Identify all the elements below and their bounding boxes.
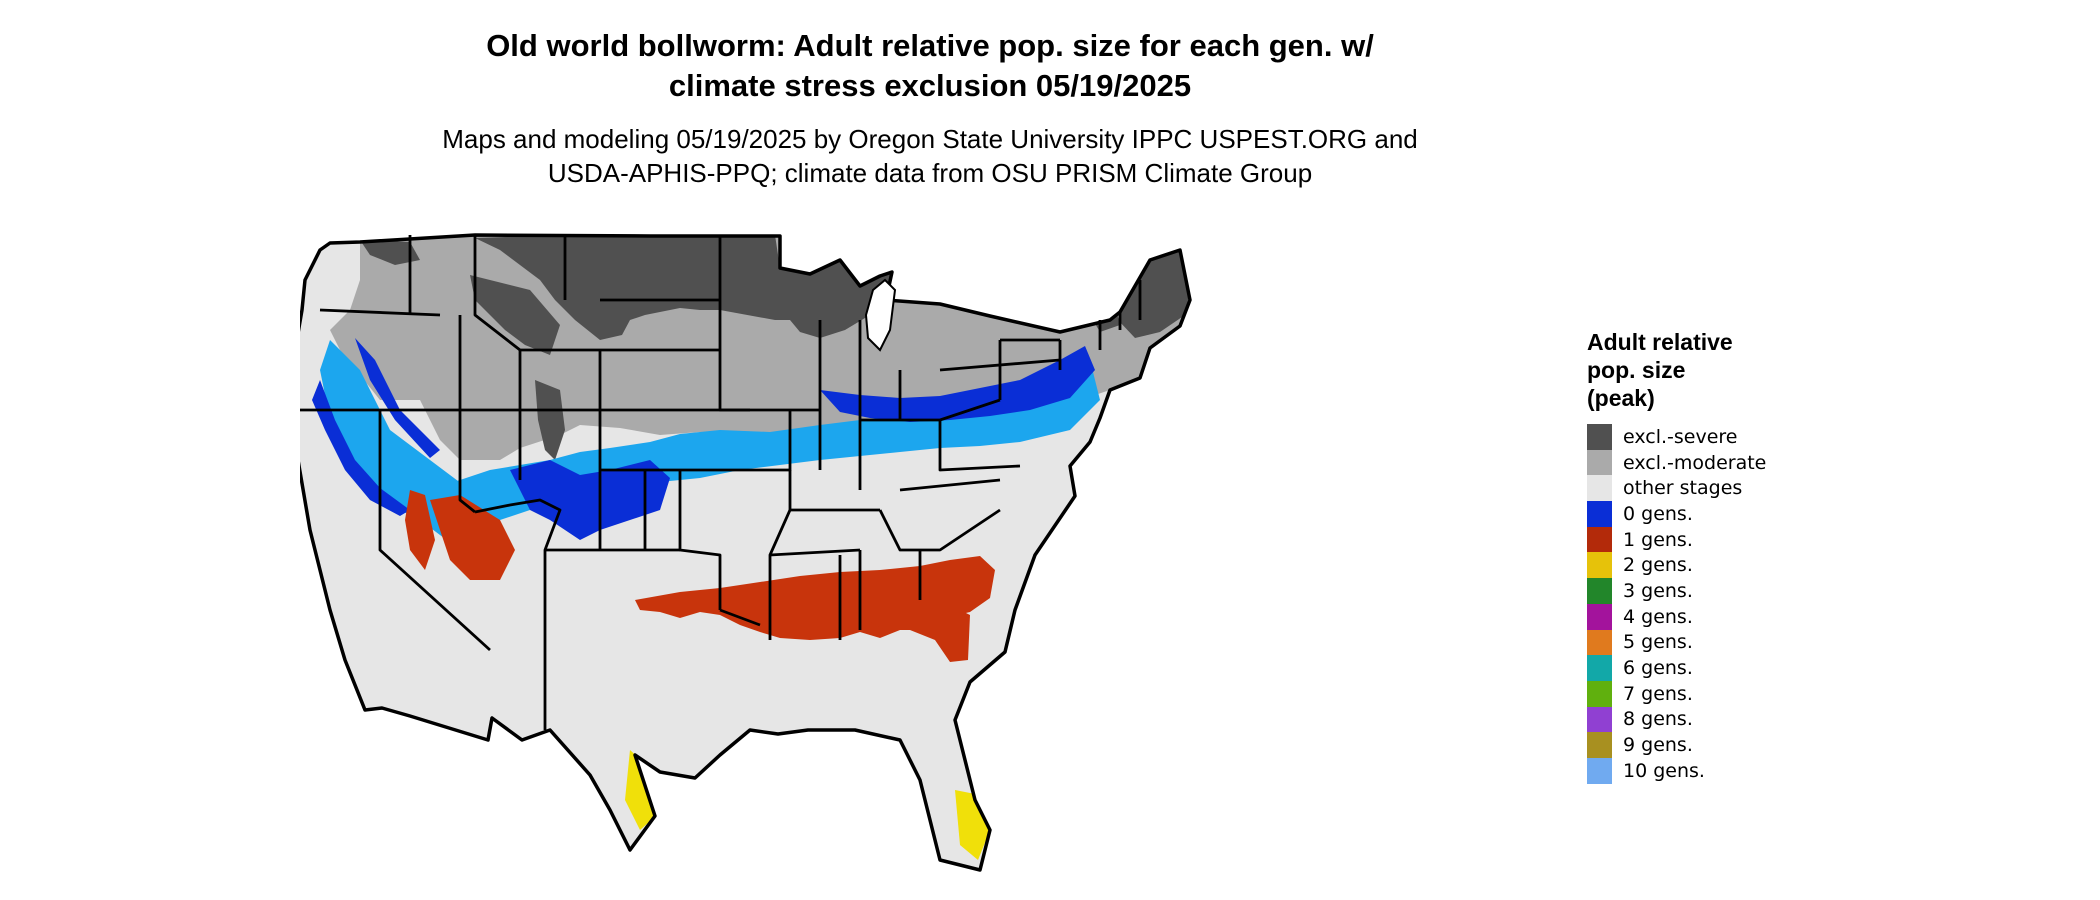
legend-item: 10 gens. <box>1587 757 1887 784</box>
one-gen-arizona <box>430 495 515 580</box>
legend-item: 5 gens. <box>1587 629 1887 656</box>
legend-label: other stages <box>1623 477 1743 500</box>
legend-label: 6 gens. <box>1623 657 1693 680</box>
legend-swatch <box>1587 757 1612 784</box>
state-boundaries <box>300 235 1142 730</box>
legend-label: 9 gens. <box>1623 734 1693 757</box>
legend-swatch <box>1587 449 1612 476</box>
excl-severe-area <box>475 235 890 340</box>
map-fill-layer <box>300 235 1190 870</box>
legend-items: excl.-severe excl.-moderate other stages 0 … <box>1587 424 1887 784</box>
zero-gens-sierra-dark <box>355 338 440 458</box>
one-gen-california-desert <box>405 490 435 570</box>
legend-swatch <box>1587 552 1612 579</box>
map-legend: Adult relative pop. size (peak) excl.-se… <box>1587 328 1887 784</box>
title-line-2: climate stress exclusion 05/19/2025 <box>668 68 1192 103</box>
legend-swatch <box>1587 578 1612 604</box>
us-map <box>300 233 1192 872</box>
us-outline <box>300 233 1192 872</box>
legend-item: 1 gens. <box>1587 526 1887 553</box>
legend-label: 7 gens. <box>1623 682 1693 705</box>
legend-item: 7 gens. <box>1587 680 1887 707</box>
excl-severe-rockies <box>535 380 565 460</box>
map-title: Old world bollworm: Adult relative pop. … <box>330 26 1530 106</box>
legend-swatch <box>1587 706 1612 733</box>
legend-label: 0 gens. <box>1623 502 1693 525</box>
legend-label: 1 gens. <box>1623 528 1693 551</box>
zero-gens-southwest <box>510 460 670 540</box>
legend-swatch <box>1587 655 1612 681</box>
excl-severe-wyoming <box>470 275 560 355</box>
legend-item: 3 gens. <box>1587 578 1887 604</box>
legend-swatch <box>1587 475 1612 502</box>
legend-label: 10 gens. <box>1623 759 1705 782</box>
legend-item: 2 gens. <box>1587 552 1887 579</box>
subtitle-line-1: Maps and modeling 05/19/2025 by Oregon S… <box>442 124 1418 154</box>
legend-swatch <box>1587 526 1612 553</box>
legend-label: 5 gens. <box>1623 631 1693 654</box>
zero-gens-california-dark <box>312 380 410 516</box>
legend-swatch <box>1587 732 1612 758</box>
title-line-1: Old world bollworm: Adult relative pop. … <box>486 28 1374 63</box>
one-gen-florida <box>860 600 970 662</box>
legend-label: excl.-moderate <box>1623 451 1767 474</box>
legend-item: excl.-moderate <box>1587 449 1887 476</box>
legend-item: other stages <box>1587 475 1887 502</box>
lake-michigan <box>864 278 897 352</box>
legend-swatch <box>1587 629 1612 656</box>
legend-item: 8 gens. <box>1587 706 1887 733</box>
subtitle-line-2: USDA-APHIS-PPQ; climate data from OSU PR… <box>547 158 1313 188</box>
legend-swatch <box>1587 603 1612 630</box>
legend-item: 0 gens. <box>1587 501 1887 527</box>
legend-label: 3 gens. <box>1623 579 1693 602</box>
legend-label: 8 gens. <box>1623 708 1693 731</box>
legend-label: excl.-severe <box>1623 425 1738 448</box>
legend-item: excl.-severe <box>1587 424 1887 450</box>
legend-swatch <box>1587 680 1612 707</box>
legend-label: 4 gens. <box>1623 605 1693 628</box>
zero-gens-dark-band <box>820 346 1095 422</box>
legend-title: Adult relative pop. size (peak) <box>1587 329 1733 411</box>
legend-item: 4 gens. <box>1587 603 1887 630</box>
map-subtitle: Maps and modeling 05/19/2025 by Oregon S… <box>330 122 1530 190</box>
legend-swatch <box>1587 501 1612 527</box>
legend-item: 6 gens. <box>1587 655 1887 681</box>
legend-swatch <box>1587 424 1612 450</box>
legend-label: 2 gens. <box>1623 554 1693 577</box>
excl-severe-new-england <box>1118 250 1190 338</box>
legend-item: 9 gens. <box>1587 732 1887 758</box>
excl-severe-oregon-cascades <box>360 240 420 265</box>
